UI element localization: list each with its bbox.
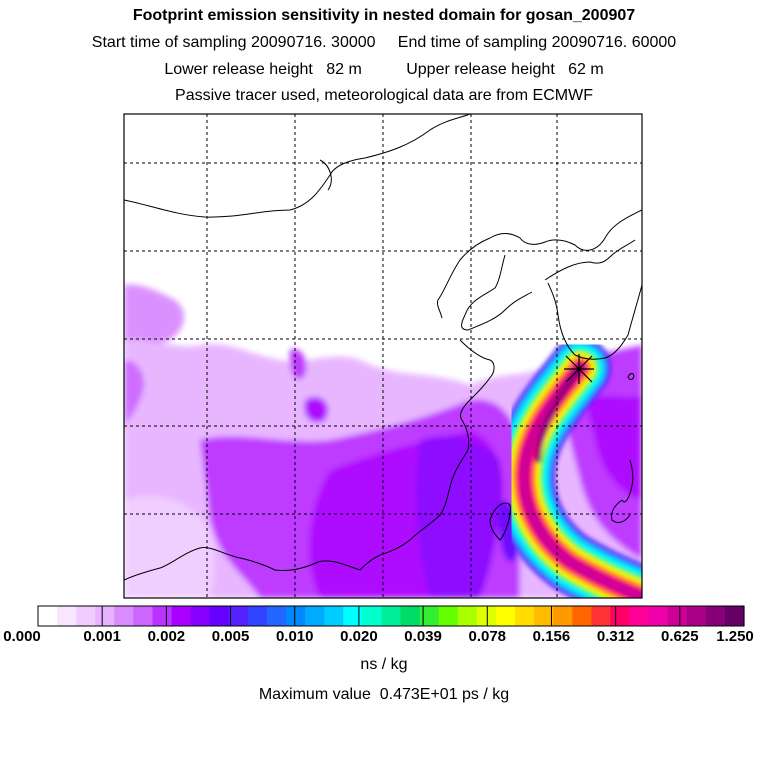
colorbar-label: 0.001 [83,628,121,645]
colorbar-swatch [38,606,58,626]
colorbar-swatch [57,606,77,626]
colorbar-swatch [76,606,96,626]
colorbar-swatch [400,606,421,626]
colorbar-swatch [95,606,115,626]
sensitivity-field [124,284,642,598]
colorbar-swatch [228,606,249,626]
release-point-marker [564,354,594,384]
colorbar-swatch [572,606,592,626]
colorbar [37,605,745,627]
tracer-info-line: Passive tracer used, meteorological data… [175,87,593,104]
colorbar-swatch [362,606,383,626]
colorbar-swatch [438,606,459,626]
colorbar-label: 0.039 [404,628,442,645]
colorbar-label: 0.078 [468,628,507,645]
colorbar-swatch [534,606,554,626]
colorbar-swatch [247,606,268,626]
colorbar-swatch [381,606,402,626]
colorbar-swatch [591,606,612,626]
colorbar-swatch [705,606,726,626]
colorbar-swatch [629,606,650,626]
colorbar-swatch [114,606,134,626]
colorbar-swatch [667,606,688,626]
colorbar-swatch [305,606,325,626]
colorbar-swatch [610,606,631,626]
colorbar-swatch [476,606,497,626]
colorbar-frame [37,605,745,627]
colorbar-swatch [209,606,230,626]
map-frame [123,113,643,599]
colorbar-label: 0.312 [596,628,635,645]
colorbar-label: 0.010 [275,628,314,645]
colorbar-swatch [286,606,306,626]
colorbar-swatch [266,606,287,626]
colorbar-swatch [190,606,211,626]
colorbar-swatch [553,606,573,626]
colorbar-swatch [648,606,669,626]
colorbar-swatch [171,606,192,626]
colorbar-swatch [133,606,154,626]
release-height-line: Lower release height 82 m Upper release … [164,61,604,78]
colorbar-label: 0.625 [661,628,699,645]
map-title: Footprint emission sensitivity in nested… [132,7,636,24]
colorbar-label: 0.020 [340,628,378,645]
colorbar-swatch [343,606,363,626]
colorbar-label: 0.000 [3,628,41,645]
sampling-time-line: Start time of sampling 20090716. 30000 E… [91,34,677,51]
lat-lon-grid [124,114,642,598]
colorbar-label: 0.005 [211,628,250,645]
colorbar-unit: ns / kg [360,656,408,673]
colorbar-swatch [324,606,344,626]
colorbar-swatch [457,606,478,626]
colorbar-label: 1.250 [716,628,754,645]
colorbar-label: 0.156 [532,628,571,645]
colorbar-swatch [515,606,535,626]
colorbar-swatch [419,606,440,626]
colorbar-label: 0.002 [147,628,186,645]
colorbar-swatch [495,606,516,626]
colorbar-swatch [152,606,173,626]
colorbar-swatch [724,606,745,626]
coastlines [124,114,642,581]
colorbar-swatch [686,606,707,626]
maximum-value: Maximum value 0.473E+01 ps / kg [258,686,510,703]
